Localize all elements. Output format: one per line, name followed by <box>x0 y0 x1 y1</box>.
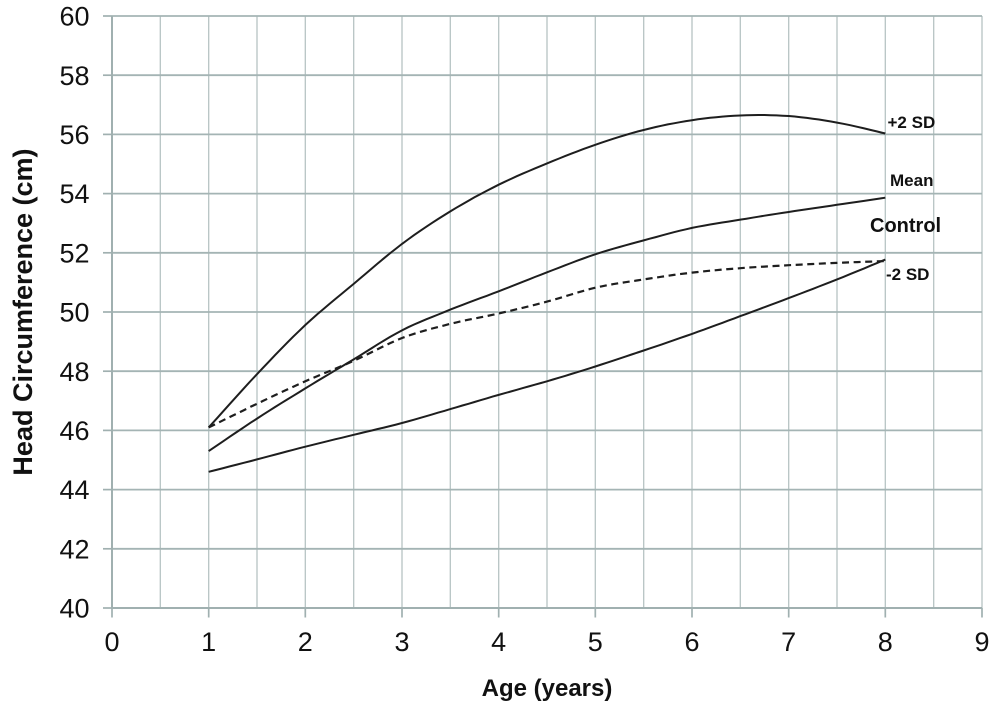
svg-text:Head Circumference (cm): Head Circumference (cm) <box>8 148 38 475</box>
svg-text:0: 0 <box>104 627 119 657</box>
svg-text:4: 4 <box>491 627 506 657</box>
svg-text:58: 58 <box>59 61 89 91</box>
svg-text:9: 9 <box>974 627 989 657</box>
svg-text:Mean: Mean <box>890 171 933 190</box>
svg-text:1: 1 <box>201 627 216 657</box>
svg-text:7: 7 <box>781 627 796 657</box>
svg-text:-2 SD: -2 SD <box>886 265 929 284</box>
svg-text:48: 48 <box>59 357 89 387</box>
svg-text:2: 2 <box>298 627 313 657</box>
svg-text:50: 50 <box>59 298 89 328</box>
svg-text:5: 5 <box>588 627 603 657</box>
svg-text:46: 46 <box>59 416 89 446</box>
svg-text:60: 60 <box>59 2 89 32</box>
svg-text:56: 56 <box>59 120 89 150</box>
svg-text:8: 8 <box>878 627 893 657</box>
svg-text:Control: Control <box>870 215 941 237</box>
svg-text:52: 52 <box>59 238 89 268</box>
svg-text:+2 SD: +2 SD <box>888 113 936 132</box>
svg-text:Age (years): Age (years) <box>482 675 613 702</box>
svg-text:40: 40 <box>59 594 89 624</box>
svg-text:54: 54 <box>59 179 89 209</box>
svg-text:44: 44 <box>59 475 89 505</box>
svg-text:3: 3 <box>394 627 409 657</box>
svg-text:42: 42 <box>59 534 89 564</box>
svg-text:6: 6 <box>684 627 699 657</box>
